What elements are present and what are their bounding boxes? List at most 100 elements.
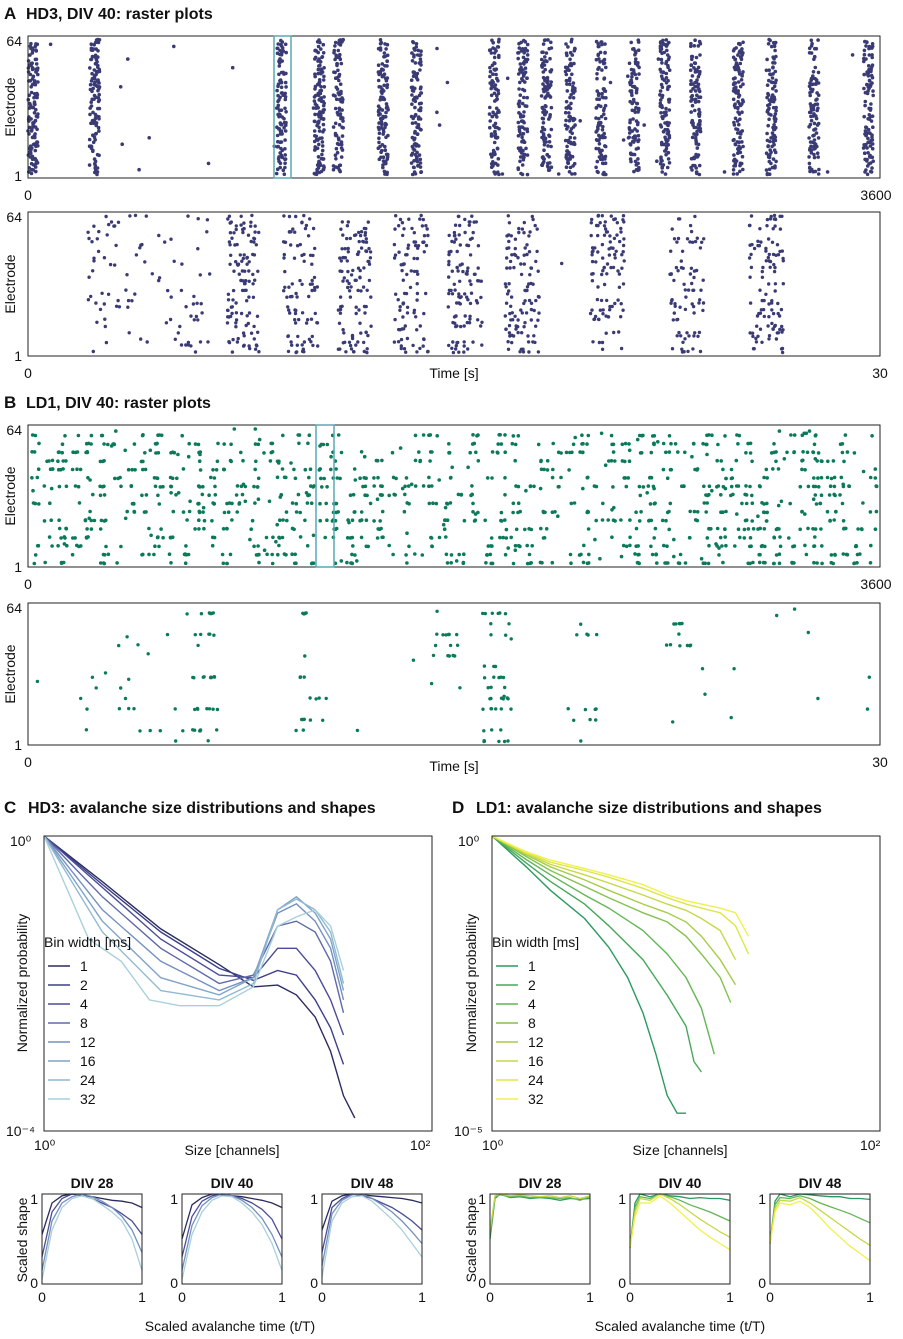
spike-dot: [386, 133, 390, 138]
spike-dot: [320, 140, 325, 144]
spike-dot: [540, 155, 545, 160]
spike-dot: [476, 459, 481, 463]
spike-dot: [310, 282, 314, 286]
spike-dot: [421, 484, 426, 488]
spike-dot: [492, 140, 497, 145]
spike-dot: [193, 527, 197, 531]
spike-dot: [339, 155, 344, 159]
spike-dot: [463, 292, 467, 296]
spike-dot: [286, 349, 291, 354]
spike-dot: [380, 74, 385, 79]
spike-dot: [503, 450, 508, 455]
spike-dot: [345, 560, 349, 565]
spike-dot: [852, 451, 857, 455]
spike-dot: [169, 484, 173, 489]
spike-dot: [507, 289, 511, 293]
spike-dot: [91, 110, 95, 115]
spike-dot: [169, 237, 173, 241]
spike-dot: [289, 243, 293, 247]
spike-dot: [462, 350, 466, 354]
spike-dot: [340, 247, 344, 251]
spike-dot: [306, 493, 310, 498]
spike-dot: [205, 218, 210, 222]
spike-dot: [35, 42, 40, 47]
spike-dot: [124, 288, 128, 292]
ytick-1: 1: [618, 1191, 626, 1207]
spike-dot: [363, 233, 367, 237]
spike-dot: [867, 113, 872, 117]
spike-dot: [733, 81, 738, 85]
spike-dot: [767, 337, 771, 341]
spike-dot: [613, 301, 617, 306]
spike-dot: [98, 459, 103, 464]
ytick-top: 64: [6, 209, 22, 225]
spike-dot: [377, 136, 381, 140]
spike-dot: [368, 250, 373, 254]
spike-dot: [645, 491, 649, 495]
spike-dot: [545, 459, 550, 463]
spike-dot: [736, 527, 741, 531]
spike-dot: [288, 311, 292, 315]
spike-dot: [736, 442, 740, 446]
spike-dot: [762, 314, 766, 319]
spike-dot: [341, 233, 345, 237]
spike-dot: [245, 255, 249, 260]
spike-dot: [773, 125, 777, 130]
spike-dot: [117, 707, 122, 711]
spike-dot: [665, 48, 669, 53]
spike-dot: [31, 488, 35, 493]
raster-ld-long: [30, 427, 879, 566]
spike-dot: [522, 325, 526, 329]
spike-dot: [93, 132, 98, 136]
spike-dot: [511, 561, 516, 566]
spike-dot: [353, 278, 357, 282]
spike-dot: [514, 484, 518, 488]
spike-dot: [359, 331, 363, 335]
spike-dot: [653, 526, 658, 531]
spike-dot: [597, 133, 601, 138]
spike-dot: [382, 83, 387, 88]
spike-dot: [123, 448, 127, 453]
series-line-32: [491, 835, 750, 937]
spike-dot: [549, 105, 554, 110]
spike-dot: [666, 78, 670, 83]
spike-dot: [473, 518, 478, 522]
spike-dot: [281, 168, 286, 172]
spike-dot: [525, 252, 529, 257]
spike-dot: [57, 518, 61, 522]
spike-dot: [811, 497, 816, 502]
spike-dot: [863, 103, 867, 108]
spike-dot: [626, 74, 630, 78]
spike-dot: [601, 124, 605, 129]
spike-dot: [750, 331, 755, 335]
spike-dot: [667, 121, 671, 125]
spike-dot: [302, 213, 306, 218]
spike-dot: [28, 101, 32, 106]
spike-dot: [741, 40, 745, 45]
spike-dot: [518, 155, 523, 159]
spike-dot: [296, 492, 301, 497]
spike-dot: [750, 493, 754, 498]
spike-dot: [312, 99, 317, 103]
spike-dot: [636, 552, 640, 557]
spike-dot: [87, 236, 91, 241]
spike-dot: [814, 502, 819, 506]
spike-dot: [283, 285, 287, 289]
spike-dot: [811, 484, 816, 489]
spike-dot: [522, 95, 526, 100]
spike-dot: [387, 493, 392, 498]
spike-dot: [539, 467, 544, 472]
spike-dot: [493, 61, 497, 66]
spike-dot: [404, 476, 409, 480]
spike-dot: [468, 314, 472, 318]
spike-dot: [64, 459, 68, 463]
spike-dot: [465, 243, 469, 247]
spike-dot: [362, 349, 366, 354]
spike-dot: [476, 433, 480, 437]
spike-dot: [864, 125, 869, 130]
shape-line-12: [769, 1196, 871, 1246]
spike-dot: [627, 459, 632, 464]
spike-dot: [466, 347, 470, 351]
spike-dot: [311, 485, 315, 489]
ytick-1: 1: [310, 1191, 318, 1207]
